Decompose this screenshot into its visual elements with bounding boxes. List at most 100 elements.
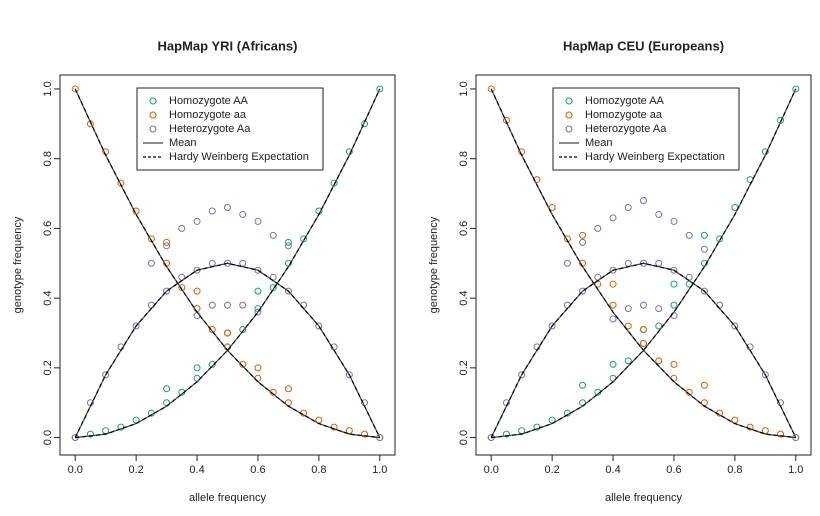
point <box>624 322 632 330</box>
y-tick-label: 0.6 <box>42 221 54 236</box>
x-tick-label: 0.6 <box>666 464 681 476</box>
legend-label: Heterozygote Aa <box>585 123 667 135</box>
point <box>102 371 110 379</box>
point <box>269 284 277 292</box>
point <box>178 284 186 292</box>
point <box>609 315 617 323</box>
y-tick-label: 1.0 <box>42 81 54 96</box>
point <box>193 287 201 295</box>
legend-label: Homozygote aa <box>169 109 247 121</box>
point <box>579 231 587 239</box>
point <box>330 423 338 431</box>
point <box>132 322 140 330</box>
legend-label: Homozygote AA <box>169 95 249 107</box>
x-axis-label: allele frequency <box>189 492 267 504</box>
point <box>254 287 262 295</box>
x-tick-label: 0.2 <box>128 464 143 476</box>
legend-label: Hardy Weinberg Expectation <box>169 151 309 163</box>
point <box>731 322 739 330</box>
point <box>147 259 155 267</box>
point <box>746 423 754 431</box>
point <box>777 430 785 438</box>
point <box>609 280 617 288</box>
legend-symbol <box>565 111 573 119</box>
point <box>640 301 647 309</box>
point <box>345 427 353 435</box>
point <box>792 85 800 93</box>
legend-symbol <box>149 125 157 133</box>
plot-frame <box>475 74 812 456</box>
point <box>609 360 617 368</box>
legend-label: Homozygote aa <box>585 109 663 121</box>
y-tick-label: 0.2 <box>458 360 470 375</box>
point <box>670 217 678 225</box>
point <box>502 430 510 438</box>
point <box>239 325 247 333</box>
point <box>761 371 769 379</box>
y-tick-label: 0.0 <box>42 430 54 445</box>
point <box>239 301 247 309</box>
y-tick-label: 0.4 <box>42 290 54 305</box>
plot-frame <box>59 74 396 456</box>
y-tick-label: 0.8 <box>458 151 470 166</box>
point <box>548 322 556 330</box>
point <box>563 259 571 267</box>
point <box>518 427 526 435</box>
y-axis-label: genotype frequency <box>428 216 440 313</box>
point <box>761 427 769 435</box>
point <box>609 266 617 274</box>
legend-frame <box>552 87 740 171</box>
point <box>624 357 632 365</box>
point <box>533 423 541 431</box>
point <box>239 259 247 267</box>
y-tick-label: 1.0 <box>458 81 470 96</box>
point <box>518 371 526 379</box>
point <box>239 360 247 368</box>
point <box>670 280 678 288</box>
x-tick-label: 0.8 <box>311 464 326 476</box>
point <box>224 301 231 309</box>
point <box>579 381 587 389</box>
point <box>685 231 693 239</box>
point <box>670 266 678 274</box>
x-tick-label: 0.2 <box>544 464 559 476</box>
point <box>178 224 186 232</box>
x-tick-label: 0.0 <box>68 464 83 476</box>
legend-label: Homozygote AA <box>585 95 665 107</box>
y-axis-label: genotype frequency <box>12 216 24 313</box>
point <box>487 85 495 93</box>
legend-label: Mean <box>169 137 197 149</box>
point <box>163 238 171 246</box>
point <box>284 385 292 393</box>
point <box>655 210 663 218</box>
point <box>208 325 216 333</box>
point <box>147 301 155 309</box>
point <box>254 266 262 274</box>
point <box>117 423 125 431</box>
point <box>284 238 292 246</box>
point <box>254 364 262 372</box>
point <box>208 259 216 267</box>
point <box>163 242 171 250</box>
point <box>345 371 353 379</box>
point <box>624 203 632 211</box>
point <box>193 217 201 225</box>
point <box>563 301 571 309</box>
y-tick-label: 0.2 <box>42 360 54 375</box>
legend-symbol <box>565 125 573 133</box>
point <box>700 231 708 239</box>
point <box>71 85 79 93</box>
point <box>579 287 587 295</box>
legend-symbol <box>565 97 573 105</box>
line <box>490 88 797 439</box>
point <box>716 235 724 243</box>
point <box>300 301 308 309</box>
point <box>239 210 247 218</box>
point <box>624 305 632 313</box>
point <box>254 217 262 225</box>
x-tick-label: 0.4 <box>605 464 620 476</box>
line <box>74 88 381 439</box>
point <box>315 322 323 330</box>
